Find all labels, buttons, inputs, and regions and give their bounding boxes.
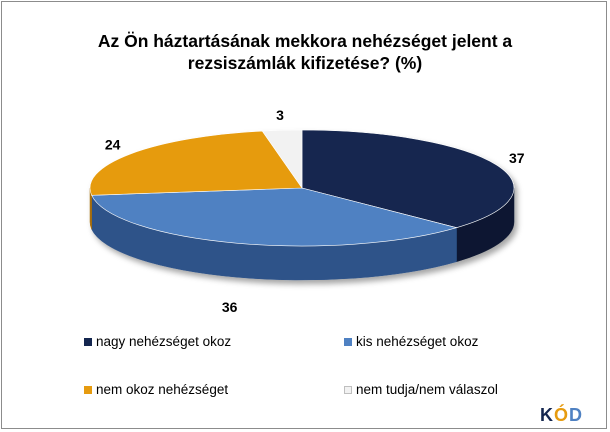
data-label-1: 36 [222, 299, 238, 315]
legend-swatch-2 [84, 385, 92, 394]
pie-slice-0 [301, 129, 515, 229]
data-label-2: 24 [105, 136, 121, 152]
pie-slice-1 [91, 187, 458, 247]
pie-slice-3 [261, 129, 303, 189]
pie-slice-2 [89, 130, 303, 196]
data-label-3: 3 [276, 107, 284, 123]
kod-logo: KÓD [540, 405, 583, 426]
legend-label-0: nagy nehézséget okoz [96, 334, 232, 349]
legend-swatch-0 [84, 337, 92, 346]
data-label-0: 37 [509, 150, 525, 166]
legend-item-1: kis nehézséget okoz [344, 334, 478, 349]
legend-item-0: nagy nehézséget okoz [84, 334, 231, 349]
legend-swatch-1 [344, 337, 352, 346]
chart-title: Az Ön háztartásának mekkora nehézséget j… [97, 31, 513, 73]
legend-label-1: kis nehézséget okoz [356, 334, 479, 349]
logo-letter-d: D [569, 405, 584, 425]
legend-label-3: nem tudja/nem válaszol [356, 382, 498, 397]
legend-swatch-3 [344, 385, 352, 394]
legend-item-3: nem tudja/nem válaszol [344, 382, 498, 397]
logo-letter-k: K [540, 405, 554, 425]
logo-letter-o: Ó [554, 405, 570, 425]
legend-item-2: nem okoz nehézséget [84, 382, 228, 397]
legend-label-2: nem okoz nehézséget [96, 382, 229, 397]
